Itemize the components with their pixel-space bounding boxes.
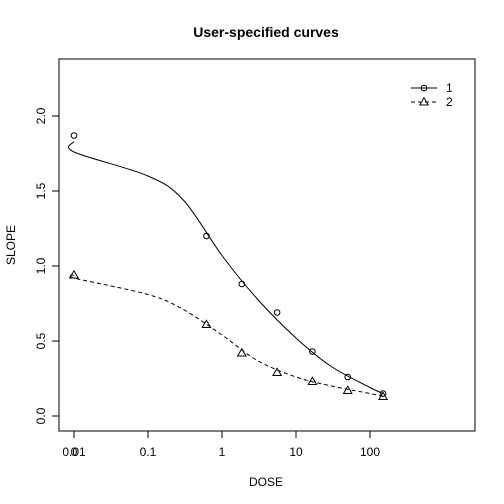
x-tick-label: 1 bbox=[219, 445, 226, 459]
y-tick-label: 0.0 bbox=[34, 407, 48, 424]
y-tick-label: 0.5 bbox=[34, 332, 48, 349]
data-point bbox=[70, 132, 78, 139]
plot-area bbox=[58, 58, 476, 432]
data-point bbox=[203, 232, 210, 240]
x-axis-title: DOSE bbox=[249, 475, 283, 489]
y-tick-label: 2.0 bbox=[34, 107, 48, 124]
x-tick-label: 0.01 bbox=[62, 445, 86, 459]
legend: 12 bbox=[411, 81, 453, 109]
data-point bbox=[273, 309, 281, 316]
series-2 bbox=[68, 269, 389, 400]
data-point bbox=[201, 319, 212, 328]
data-point bbox=[344, 373, 352, 381]
data-point bbox=[309, 348, 316, 355]
y-tick-label: 1.5 bbox=[34, 182, 48, 199]
data-point bbox=[377, 391, 389, 400]
x-tick-label: 0.1 bbox=[140, 445, 157, 459]
x-tick-label: 0 bbox=[71, 445, 78, 459]
x-tick-label: 10 bbox=[289, 445, 303, 459]
legend-marker bbox=[418, 96, 430, 106]
series-layer bbox=[68, 132, 389, 400]
legend-item: 1 bbox=[411, 81, 453, 95]
series-1 bbox=[68, 132, 387, 397]
legend-item: 2 bbox=[411, 95, 453, 109]
series-line bbox=[68, 274, 384, 397]
x-tick-label: 100 bbox=[360, 445, 380, 459]
data-point bbox=[379, 390, 387, 397]
data-point bbox=[236, 347, 247, 357]
x-axis: 00.01 0.1 1 10 100 bbox=[62, 430, 380, 459]
series-line bbox=[68, 141, 384, 394]
y-tick-label: 1.0 bbox=[34, 257, 48, 274]
legend-marker bbox=[420, 84, 428, 92]
legend-label: 1 bbox=[446, 81, 453, 95]
legend-label: 2 bbox=[446, 95, 453, 109]
data-point bbox=[68, 269, 80, 279]
data-point bbox=[307, 376, 318, 385]
data-point bbox=[272, 367, 283, 376]
y-axis-title: SLOPE bbox=[4, 225, 18, 265]
data-point bbox=[238, 280, 246, 288]
chart-title: User-specified curves bbox=[193, 24, 339, 40]
y-axis: 0.0 0.5 1.0 1.5 2.0 bbox=[34, 107, 60, 424]
data-point bbox=[342, 385, 353, 394]
